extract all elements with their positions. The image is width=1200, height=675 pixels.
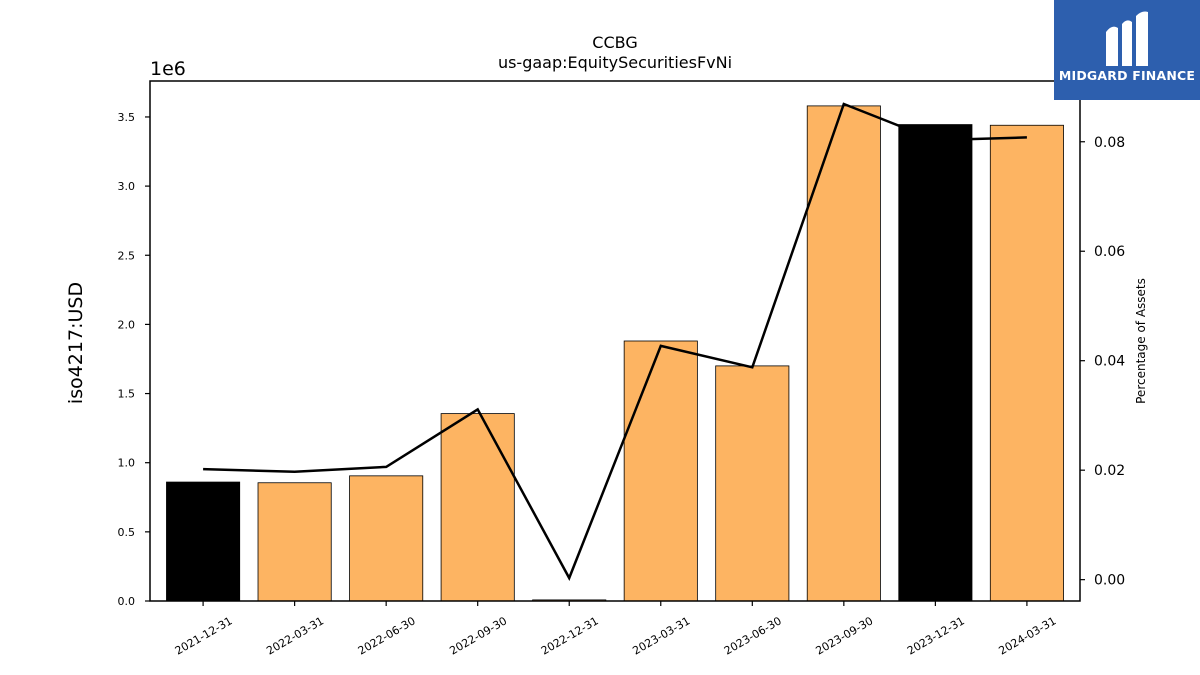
logo-mark-icon (1106, 11, 1148, 67)
x-tick-label: 2023-06-30 (722, 614, 784, 657)
midgard-finance-logo: MIDGARD FINANCE (1054, 0, 1200, 100)
x-tick-label: 2023-09-30 (813, 614, 875, 657)
y2-axis-label: Percentage of Assets (1134, 278, 1148, 404)
y2-tick-label: 0.02 (1094, 463, 1125, 479)
y-tick-label: 2.5 (118, 249, 136, 262)
x-tick-label: 2023-12-31 (905, 614, 967, 657)
y-tick-label: 1.0 (118, 457, 136, 470)
percentage-of-assets-line (203, 102, 1027, 581)
y2-tick-label: 0.04 (1094, 354, 1125, 370)
bar-2022-09-30 (440, 413, 515, 602)
bar-2021-12-31 (166, 481, 241, 602)
y-axis-label: iso4217:USD (65, 282, 87, 404)
bar-2023-09-30 (806, 105, 881, 602)
y-tick-label: 3.0 (118, 180, 136, 193)
y-tick-label: 0.5 (118, 526, 136, 539)
x-tick-label: 2023-03-31 (630, 614, 692, 657)
bar-2022-06-30 (349, 475, 424, 602)
logo-text: MIDGARD FINANCE (1058, 68, 1196, 83)
x-tick-label: 2022-09-30 (447, 614, 509, 657)
bar-2023-12-31 (898, 124, 973, 602)
x-tick-label: 2021-12-31 (173, 614, 235, 657)
bar-2024-03-31 (989, 124, 1064, 602)
y2-tick-label: 0.08 (1094, 135, 1125, 151)
y-tick-label: 3.5 (118, 111, 136, 124)
plot-frame (149, 80, 1081, 602)
bar-2022-03-31 (257, 482, 332, 602)
x-tick-label: 2024-03-31 (997, 614, 1059, 657)
chart-title: CCBG (592, 33, 637, 52)
bar-2023-06-30 (715, 365, 790, 602)
y-tick-label: 0.0 (118, 595, 136, 608)
x-tick-label: 2022-06-30 (356, 614, 418, 657)
y2-tick-label: 0.00 (1094, 573, 1125, 589)
y-tick-label: 2.0 (118, 318, 136, 331)
y-tick-label: 1.5 (118, 388, 136, 401)
bar-2023-03-31 (623, 340, 698, 602)
x-tick-label: 2022-12-31 (539, 614, 601, 657)
chart-subtitle: us-gaap:EquitySecuritiesFvNi (498, 53, 732, 72)
y2-tick-label: 0.06 (1094, 244, 1125, 260)
x-tick-label: 2022-03-31 (264, 614, 326, 657)
y-multiplier-label: 1e6 (150, 58, 186, 80)
